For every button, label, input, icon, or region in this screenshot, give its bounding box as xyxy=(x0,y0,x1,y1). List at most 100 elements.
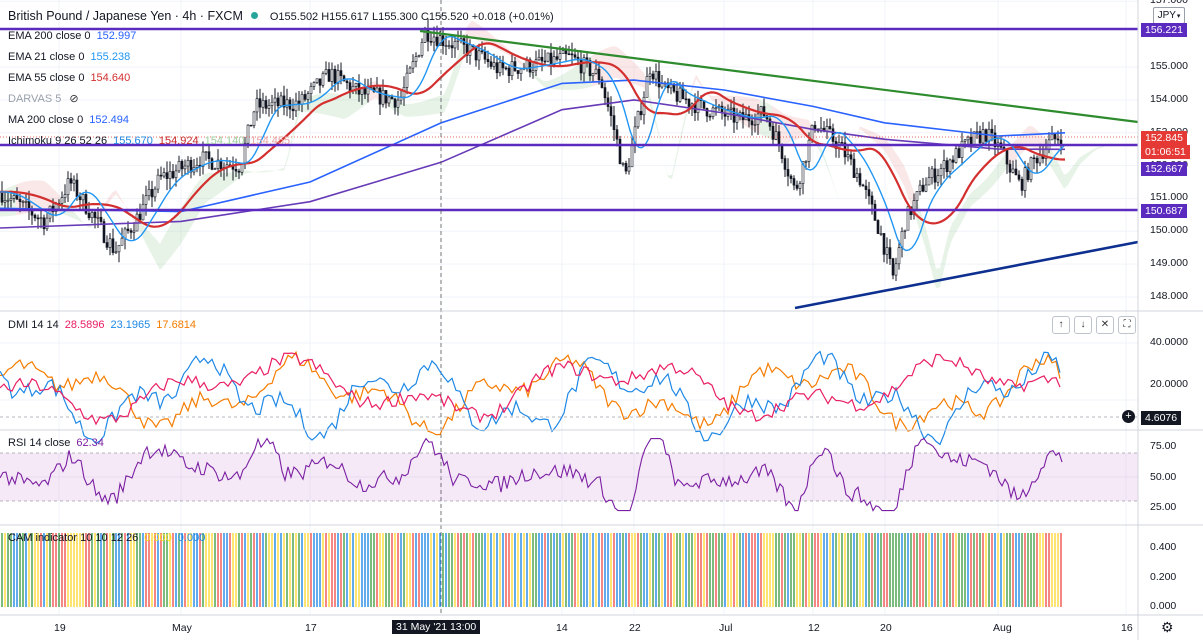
candle-body xyxy=(19,199,21,201)
candle-body xyxy=(895,264,897,275)
ma-price-tag: 152.667 xyxy=(1141,162,1187,176)
candle-body xyxy=(208,152,210,159)
candle-body xyxy=(304,94,306,99)
legend-ema200[interactable]: EMA 200 close 0 152.997 xyxy=(8,29,136,43)
candle-body xyxy=(73,180,75,183)
candle-body xyxy=(706,108,708,116)
cloud-segment xyxy=(332,93,336,117)
legend-ma200[interactable]: MA 200 close 0 152.494 xyxy=(8,113,129,127)
legend-dmi[interactable]: DMI 14 14 28.5896 23.1965 17.6814 xyxy=(8,318,196,332)
candle-body xyxy=(559,54,561,60)
price-tick: 148.000 xyxy=(1150,290,1188,302)
candle-body xyxy=(952,160,954,162)
candle-body xyxy=(856,174,858,178)
candle-body xyxy=(205,152,207,153)
legend-cam[interactable]: CAM indicator 10 10 12 26 0.000 0.000 xyxy=(8,531,205,545)
cloud-segment xyxy=(640,69,644,88)
candle-body xyxy=(238,171,240,172)
candle-body xyxy=(877,220,879,233)
cloud-segment xyxy=(1068,167,1072,185)
legend-ma200-value: 152.494 xyxy=(89,114,129,126)
drawings xyxy=(0,0,1138,615)
candle-body xyxy=(976,131,978,132)
cloud-segment xyxy=(860,126,864,132)
candle-body xyxy=(892,259,894,275)
cam-tick: 0.000 xyxy=(1150,600,1176,612)
cloud-segment xyxy=(604,48,608,83)
candle-body xyxy=(448,46,450,47)
candle-body xyxy=(331,69,333,81)
gear-icon[interactable]: ⚙ xyxy=(1161,619,1174,636)
candle-body xyxy=(1054,134,1056,139)
legend-rsi[interactable]: RSI 14 close 62.34 xyxy=(8,436,104,450)
maximize-pane-button[interactable]: ⛶ xyxy=(1118,316,1136,334)
candle-body xyxy=(13,195,15,198)
candle-body xyxy=(454,41,456,47)
cloud-segment xyxy=(248,171,252,173)
legend-ichimoku[interactable]: Ichimoku 9 26 52 26 155.670 154.924 154.140… xyxy=(8,134,290,148)
candle-body xyxy=(943,161,945,169)
time-label: Jul xyxy=(719,622,732,634)
cloud-segment xyxy=(412,103,416,117)
candle-body xyxy=(904,230,906,231)
cloud-segment xyxy=(456,50,460,80)
close-pane-button[interactable]: ✕ xyxy=(1096,316,1114,334)
cloud-segment xyxy=(672,156,676,179)
candle-body xyxy=(685,99,687,100)
candle-body xyxy=(889,248,891,259)
move-pane-down-button[interactable]: ↓ xyxy=(1074,316,1092,334)
candle-body xyxy=(382,90,384,104)
candle-body xyxy=(934,169,936,182)
cloud-segment xyxy=(668,175,672,179)
currency-dropdown[interactable]: JPY▾ xyxy=(1153,7,1185,24)
candle-body xyxy=(196,165,198,167)
candle-body xyxy=(295,101,297,111)
candle-body xyxy=(868,190,870,196)
cloud-segment xyxy=(896,153,900,178)
candle-body xyxy=(313,83,315,87)
legend-ema55[interactable]: EMA 55 close 0 154.640 xyxy=(8,71,130,85)
candle-body xyxy=(175,171,177,178)
eye-hidden-icon[interactable]: ⊘ xyxy=(69,93,78,105)
price-tick: 157.000 xyxy=(1150,0,1188,6)
cloud-segment xyxy=(252,172,256,173)
cloud-segment xyxy=(568,69,572,90)
candle-body xyxy=(364,88,366,94)
candle-body xyxy=(1051,134,1053,140)
candle-body xyxy=(784,159,786,170)
time-label: 17 xyxy=(305,622,317,634)
cloud-segment xyxy=(216,173,220,196)
candle-body xyxy=(16,195,18,199)
candle-body xyxy=(394,99,396,107)
candle-body xyxy=(397,100,399,107)
legend-cam-v1: 0.000 xyxy=(144,532,172,544)
cloud-segment xyxy=(660,137,664,157)
candle-body xyxy=(430,41,432,42)
cloud-segment xyxy=(284,154,288,170)
legend-darvas[interactable]: DARVAS 5 ⊘ xyxy=(8,92,79,106)
cloud-segment xyxy=(428,98,432,115)
cloud-segment xyxy=(992,167,996,187)
cloud-segment xyxy=(1032,126,1036,150)
candle-body xyxy=(499,62,501,72)
candle-body xyxy=(94,212,96,217)
candle-body xyxy=(88,213,90,217)
candle-body xyxy=(556,57,558,60)
candle-body xyxy=(604,88,606,98)
add-plus-icon[interactable]: + xyxy=(1122,410,1135,423)
candle-body xyxy=(949,160,951,172)
candle-body xyxy=(613,116,615,130)
move-pane-up-button[interactable]: ↑ xyxy=(1052,316,1070,334)
candle-body xyxy=(82,194,84,199)
candle-body xyxy=(154,189,156,197)
cloud-segment xyxy=(560,74,564,90)
cloud-segment xyxy=(680,120,684,144)
cloud-segment xyxy=(908,175,912,207)
legend-dmi-v2: 23.1965 xyxy=(111,319,151,331)
candle-body xyxy=(328,69,330,81)
candle-body xyxy=(139,214,141,220)
candle-body xyxy=(286,100,288,107)
candle-body xyxy=(874,204,876,220)
legend-ema21[interactable]: EMA 21 close 0 155.238 xyxy=(8,50,130,64)
candle-body xyxy=(646,76,648,97)
